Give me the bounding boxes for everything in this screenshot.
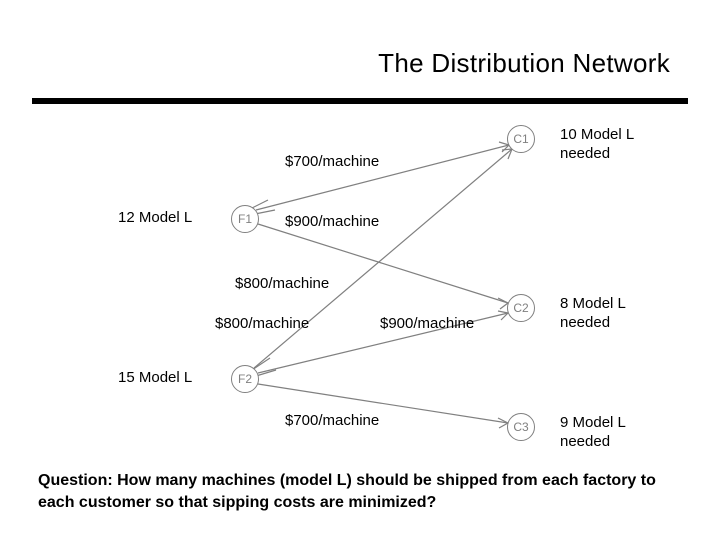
node-f1: F1 <box>231 205 259 233</box>
demand-c3: 9 Model L needed <box>560 414 626 452</box>
cost-f2-c1: $800/machine <box>235 275 329 294</box>
question-text: Question: How many machines (model L) sh… <box>38 470 682 513</box>
network-edges <box>0 0 720 540</box>
cost-f1-c2: $900/machine <box>285 213 379 232</box>
cost-f1-c1: $700/machine <box>285 153 379 172</box>
demand-c2: 8 Model L needed <box>560 295 626 333</box>
cost-f2-c2-left: $800/machine <box>215 315 309 334</box>
supply-f1: 12 Model L <box>118 209 192 228</box>
cost-f2-c3: $700/machine <box>285 412 379 431</box>
page-title: The Distribution Network <box>378 48 670 79</box>
node-f2-label: F2 <box>238 372 252 386</box>
slide: The Distribution Network F1 F2 C1 C2 C <box>0 0 720 540</box>
cost-f2-c2-right: $900/machine <box>380 315 474 334</box>
demand-c1: 10 Model L needed <box>560 126 634 164</box>
node-c2: C2 <box>507 294 535 322</box>
title-underline <box>32 98 688 104</box>
node-f2: F2 <box>231 365 259 393</box>
supply-f2: 15 Model L <box>118 369 192 388</box>
node-c1-label: C1 <box>513 132 528 146</box>
node-c2-label: C2 <box>513 301 528 315</box>
node-c3: C3 <box>507 413 535 441</box>
node-f1-label: F1 <box>238 212 252 226</box>
node-c3-label: C3 <box>513 420 528 434</box>
node-c1: C1 <box>507 125 535 153</box>
